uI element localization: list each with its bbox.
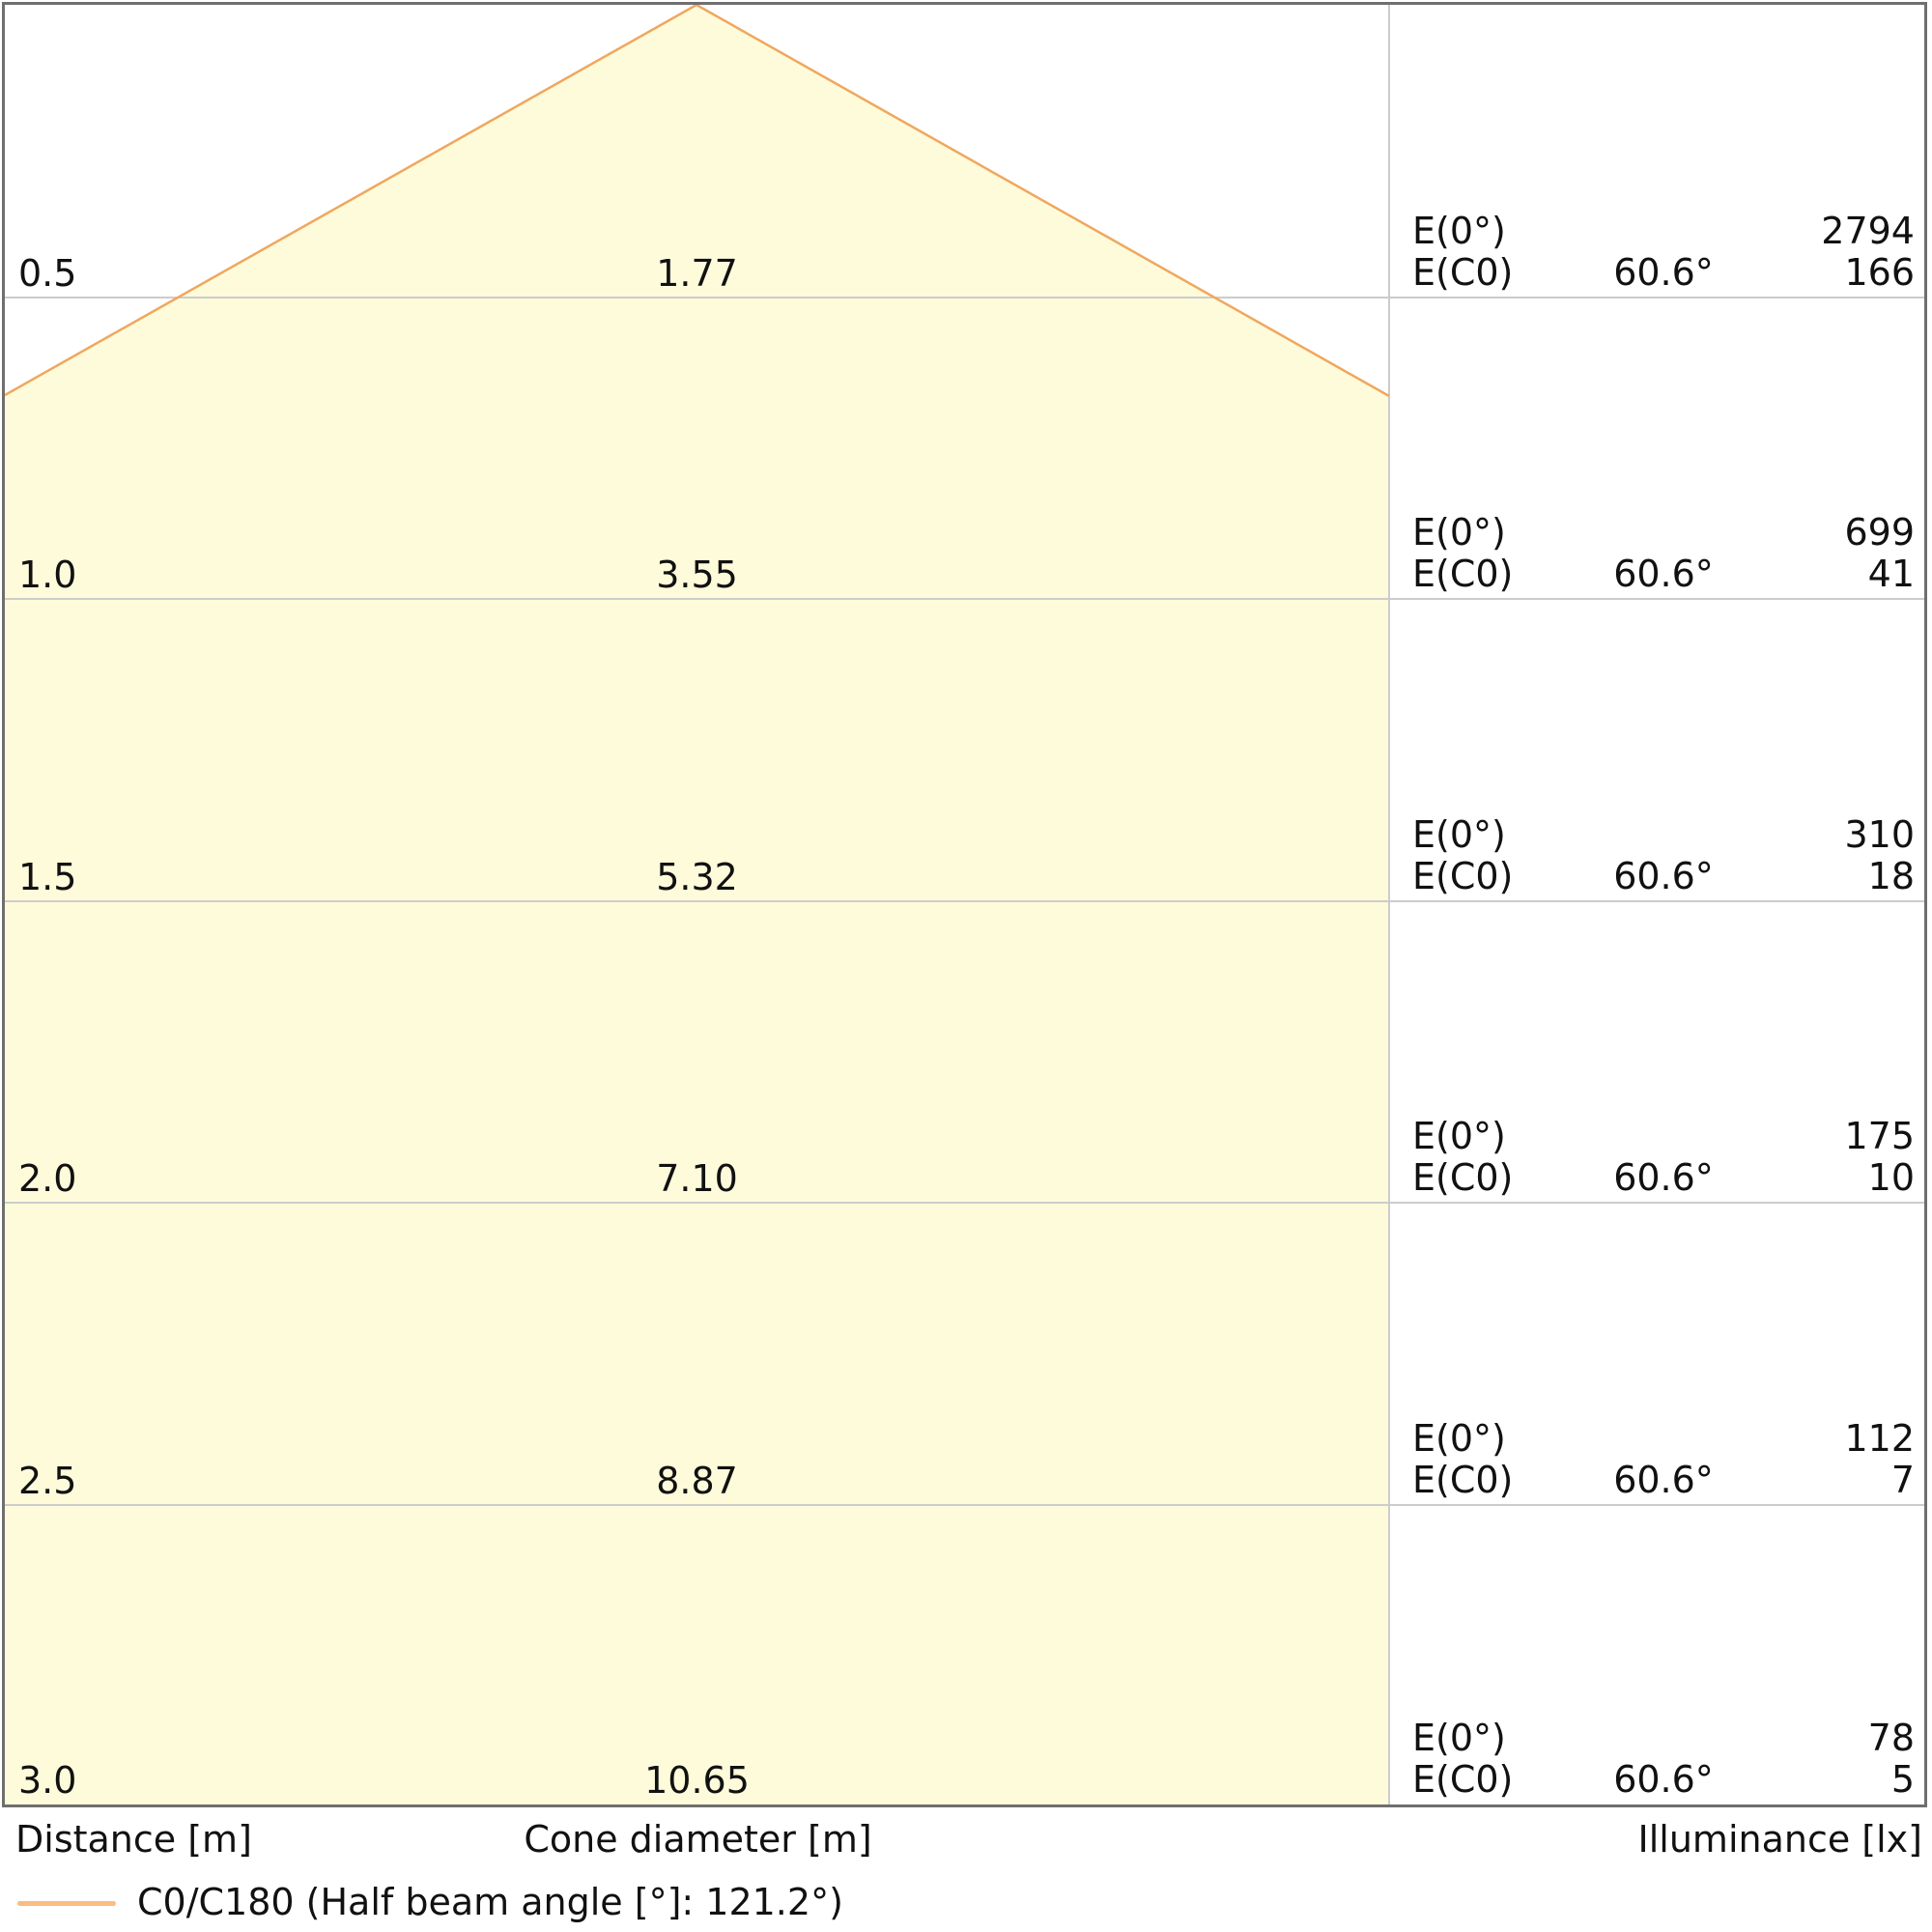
half-beam-angle-value: 60.6°	[1613, 251, 1714, 294]
ec0-label: E(C0)	[1412, 855, 1514, 897]
half-beam-angle-value: 60.6°	[1613, 553, 1714, 595]
cone-row: 1.5 5.32 E(0°) 310 E(C0) 60.6° 18	[5, 795, 1924, 901]
ec0-value: 10	[1867, 1156, 1915, 1199]
ec0-label: E(C0)	[1412, 553, 1514, 595]
cone-diameter-value: 7.10	[656, 1157, 738, 1200]
ec0-label: E(C0)	[1412, 1156, 1514, 1199]
distance-label: 3.0	[18, 1759, 77, 1802]
e0-label: E(0°)	[1412, 813, 1506, 856]
illuminance-cell: E(0°) 112 E(C0) 60.6° 7	[1412, 1418, 1915, 1501]
distance-label: 1.5	[18, 856, 77, 898]
illuminance-axis-label: Illuminance [lx]	[1637, 1818, 1922, 1861]
distance-label: 2.0	[18, 1157, 77, 1200]
e0-label: E(0°)	[1412, 1115, 1506, 1157]
cone-diagram-table: 0.5 1.77 E(0°) 2794 E(C0) 60.6° 166 1.0 …	[2, 2, 1927, 1807]
ec0-value: 5	[1890, 1758, 1915, 1801]
axis-labels: Distance [m] Cone diameter [m] Illuminan…	[0, 1814, 1932, 1861]
cone-diameter-value: 3.55	[656, 554, 738, 596]
e0-label: E(0°)	[1412, 210, 1506, 252]
ec0-label: E(C0)	[1412, 251, 1514, 294]
e0-value: 2794	[1821, 210, 1915, 252]
ec0-value: 41	[1867, 553, 1915, 595]
c0-c180-line-swatch	[17, 1900, 116, 1906]
e0-label: E(0°)	[1412, 511, 1506, 554]
cone-diameter-value: 1.77	[656, 252, 738, 295]
e0-value: 175	[1844, 1115, 1915, 1157]
legend-label: C0/C180 (Half beam angle [°]: 121.2°)	[137, 1881, 843, 1924]
illuminance-cell: E(0°) 310 E(C0) 60.6° 18	[1412, 814, 1915, 897]
cone-row: 1.0 3.55 E(0°) 699 E(C0) 60.6° 41	[5, 493, 1924, 599]
cone-row: 2.5 8.87 E(0°) 112 E(C0) 60.6° 7	[5, 1399, 1924, 1505]
half-beam-angle-value: 60.6°	[1613, 855, 1714, 897]
e0-value: 310	[1844, 813, 1915, 856]
illuminance-cell: E(0°) 175 E(C0) 60.6° 10	[1412, 1116, 1915, 1199]
ec0-label: E(C0)	[1412, 1459, 1514, 1501]
e0-label: E(0°)	[1412, 1417, 1506, 1460]
cone-row: 2.0 7.10 E(0°) 175 E(C0) 60.6° 10	[5, 1096, 1924, 1203]
legend: C0/C180 (Half beam angle [°]: 121.2°)	[0, 1876, 1932, 1930]
illuminance-cell: E(0°) 699 E(C0) 60.6° 41	[1412, 512, 1915, 595]
cone-row: 3.0 10.65 E(0°) 78 E(C0) 60.6° 5	[5, 1698, 1924, 1804]
distance-label: 2.5	[18, 1460, 77, 1502]
light-cone-fill	[5, 5, 1389, 1804]
cone-diameter-value: 8.87	[656, 1460, 738, 1502]
cone-edge-line-right	[696, 5, 1390, 398]
distance-axis-label: Distance [m]	[15, 1818, 252, 1861]
cone-diagram-svg	[5, 5, 1924, 1804]
ec0-value: 7	[1890, 1459, 1915, 1501]
cone-diameter-value: 5.32	[656, 856, 738, 898]
ec0-value: 18	[1867, 855, 1915, 897]
illuminance-cell: E(0°) 2794 E(C0) 60.6° 166	[1412, 211, 1915, 294]
distance-label: 1.0	[18, 554, 77, 596]
distance-label: 0.5	[18, 252, 77, 295]
ec0-label: E(C0)	[1412, 1758, 1514, 1801]
cone-diameter-value: 10.65	[644, 1759, 750, 1802]
cone-row: 0.5 1.77 E(0°) 2794 E(C0) 60.6° 166	[5, 191, 1924, 298]
half-beam-angle-value: 60.6°	[1613, 1156, 1714, 1199]
half-beam-angle-value: 60.6°	[1613, 1758, 1714, 1801]
ec0-value: 166	[1844, 251, 1915, 294]
illuminance-cell: E(0°) 78 E(C0) 60.6° 5	[1412, 1718, 1915, 1801]
e0-value: 78	[1867, 1717, 1915, 1759]
cone-diameter-axis-label: Cone diameter [m]	[524, 1818, 872, 1861]
cone-edge-line-left	[5, 5, 697, 397]
half-beam-angle-value: 60.6°	[1613, 1459, 1714, 1501]
e0-value: 699	[1844, 511, 1915, 554]
e0-value: 112	[1844, 1417, 1915, 1460]
e0-label: E(0°)	[1412, 1717, 1506, 1759]
